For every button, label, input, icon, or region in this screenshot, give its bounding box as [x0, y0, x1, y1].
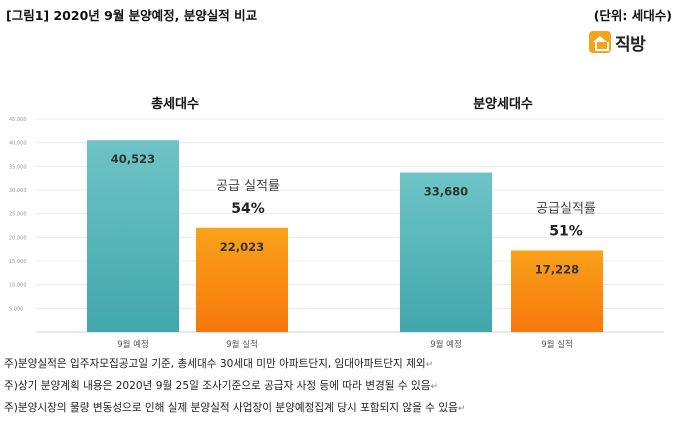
footnote-3: 주)분양시장의 물량 변동성으로 인해 실제 분양실적 사업장이 분양예정집계 …: [4, 402, 466, 414]
figure-title: [그림1] 2020년 9월 분양예정, 분양실적 비교: [6, 8, 258, 23]
data-label: 33,680: [424, 185, 468, 199]
y-tick-label: 30,000: [9, 188, 27, 194]
panel-title: 총세대수: [151, 96, 199, 112]
x-tick-label: 9월 예정: [117, 339, 149, 348]
chart-labels: 5,000 10,000 15,000 20,000 25,000 30,000 35,00…: [9, 96, 596, 348]
data-label: 40,523: [111, 152, 155, 166]
brand-name: 직방: [615, 34, 646, 55]
annotation-label: 공급 실적률: [216, 179, 280, 194]
x-tick-label: 9월 예정: [430, 339, 462, 348]
y-tick-label: 15,000: [9, 259, 27, 265]
unit-label: (단위: 세대수): [593, 8, 672, 23]
footnotes: 주)분양실적은 입주자모집공고일 기준, 총세대수 30세대 미만 아파트단지,…: [4, 354, 465, 420]
y-tick-label: 10,000: [9, 283, 27, 289]
annotation-value: 51%: [549, 223, 583, 239]
brand-logo: 직방: [589, 30, 646, 55]
data-label: 17,228: [535, 262, 579, 276]
bar-planned: [400, 172, 492, 332]
footnote-1: 주)분양실적은 입주자모집공고일 기준, 총세대수 30세대 미만 아파트단지,…: [4, 358, 434, 370]
x-tick-label: 9월 실적: [226, 339, 258, 348]
panel-title: 분양세대수: [473, 97, 533, 112]
y-tick-label: 5,000: [9, 306, 23, 312]
x-tick-label: 9월 실적: [541, 339, 573, 348]
annotation-value: 54%: [231, 201, 265, 217]
bar-planned: [87, 140, 179, 332]
data-label: 22,023: [220, 240, 264, 254]
y-tick-label: 35,000: [9, 164, 27, 170]
bar-actual: [196, 227, 288, 332]
bars: [87, 140, 603, 332]
footnote-2: 주)상기 분양계획 내용은 2020년 9월 25일 조사기준으로 공급자 사정…: [4, 380, 439, 392]
y-tick-label: 45,000: [9, 117, 27, 123]
bar-actual: [511, 250, 603, 332]
annotation-label: 공급실적률: [536, 201, 596, 216]
y-tick-label: 40,000: [9, 141, 27, 147]
house-logo-icon: [589, 31, 611, 53]
bar-chart: 5,000 10,000 15,000 20,000 25,000 30,000 35,00…: [9, 96, 664, 348]
y-tick-label: 20,000: [9, 235, 27, 241]
y-tick-label: 25,000: [9, 212, 27, 218]
